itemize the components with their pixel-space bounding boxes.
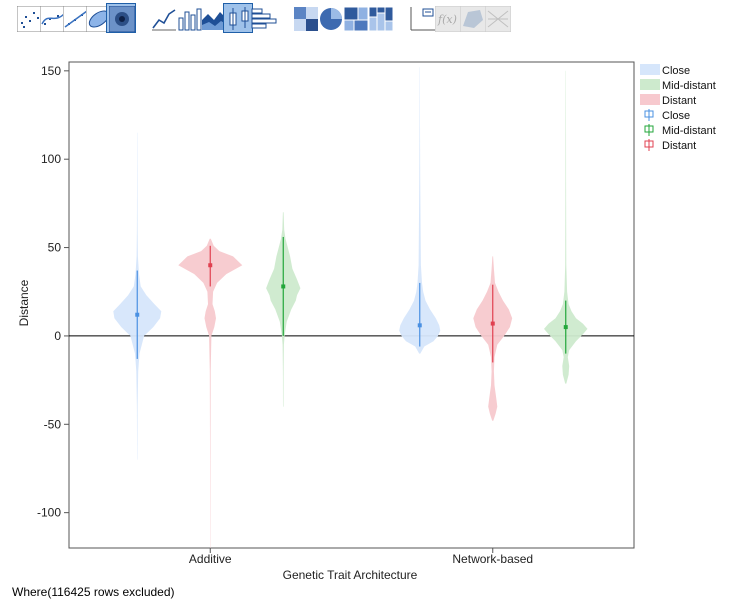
area-icon (202, 12, 226, 30)
legend-swatch-close (640, 64, 660, 75)
pie-button[interactable] (315, 3, 345, 33)
line-of-fit-icon (63, 6, 89, 32)
y-tick-label: 100 (41, 152, 61, 166)
x-tick-label: Network-based (452, 552, 533, 566)
median-additive-close (135, 312, 140, 317)
plot-frame (68, 61, 635, 549)
line-button[interactable] (148, 3, 178, 33)
points-icon (17, 6, 43, 32)
legend-label: Close (662, 110, 690, 122)
y-axis-title: Distance (17, 279, 31, 326)
y-tick-label: -100 (37, 506, 61, 520)
median-additive-mid-distant (281, 284, 286, 289)
caption-box-button[interactable] (407, 3, 437, 33)
legend-label: Distant (662, 140, 696, 152)
legend-label: Mid-distant (662, 80, 716, 92)
heatmap-button[interactable] (290, 3, 320, 33)
violin-additive-distant (178, 238, 243, 548)
y-tick-label: 0 (54, 329, 61, 343)
formula-button: f(x) (432, 3, 462, 33)
contour-button[interactable] (106, 3, 136, 33)
line-icon (152, 9, 176, 31)
box-plot-button[interactable] (223, 3, 253, 33)
custom-map-icon (485, 6, 511, 32)
legend-swatch-distant (640, 94, 660, 105)
mosaic-icon (368, 6, 394, 32)
line-of-fit-button[interactable] (60, 3, 90, 33)
legend: Close Mid-distant Distant Close Mid-distant D… (640, 64, 716, 152)
pie-icon (320, 8, 342, 30)
x-axis-title: Genetic Trait Architecture (283, 568, 418, 582)
treemap-button[interactable] (340, 3, 370, 33)
legend-label: Mid-distant (662, 125, 716, 137)
mosaic-button[interactable] (365, 3, 395, 33)
box-plot-icon (229, 7, 249, 30)
custom-map-button (482, 3, 512, 33)
formula-icon: f(x) (435, 6, 461, 32)
smoother-icon (40, 6, 66, 32)
smoother-button[interactable] (37, 3, 67, 33)
caption-box-icon (410, 7, 435, 31)
violin-network-based-close (399, 67, 441, 354)
heatmap-icon (294, 7, 318, 31)
y-tick-label: -50 (44, 417, 62, 431)
histogram-icon (251, 8, 277, 29)
legend-label: Close (662, 65, 690, 77)
histogram-button[interactable] (248, 3, 278, 33)
x-tick-label: Additive (189, 552, 232, 566)
svg-text:f(x): f(x) (437, 13, 457, 26)
footer-note: Where(116425 rows excluded) (12, 585, 175, 599)
median-network-based-distant (490, 321, 495, 326)
graph-builder-toolbar: f(x) (14, 3, 574, 35)
legend-swatch-mid-distant (640, 79, 660, 90)
map-shapes-icon (460, 6, 486, 32)
legend-label: Distant (662, 95, 696, 107)
points-button[interactable] (14, 3, 44, 33)
treemap-icon (343, 6, 369, 32)
median-additive-distant (208, 263, 213, 268)
median-network-based-close (417, 323, 422, 328)
y-tick-label: 150 (41, 64, 61, 78)
area-button[interactable] (198, 3, 228, 33)
map-shapes-button (457, 3, 487, 33)
y-tick-label: 50 (48, 241, 62, 255)
median-network-based-mid-distant (563, 325, 568, 330)
violin-network-based-mid-distant (544, 70, 588, 384)
bar-icon (178, 8, 202, 31)
bar-button[interactable] (173, 3, 203, 33)
contour-icon (109, 6, 135, 32)
